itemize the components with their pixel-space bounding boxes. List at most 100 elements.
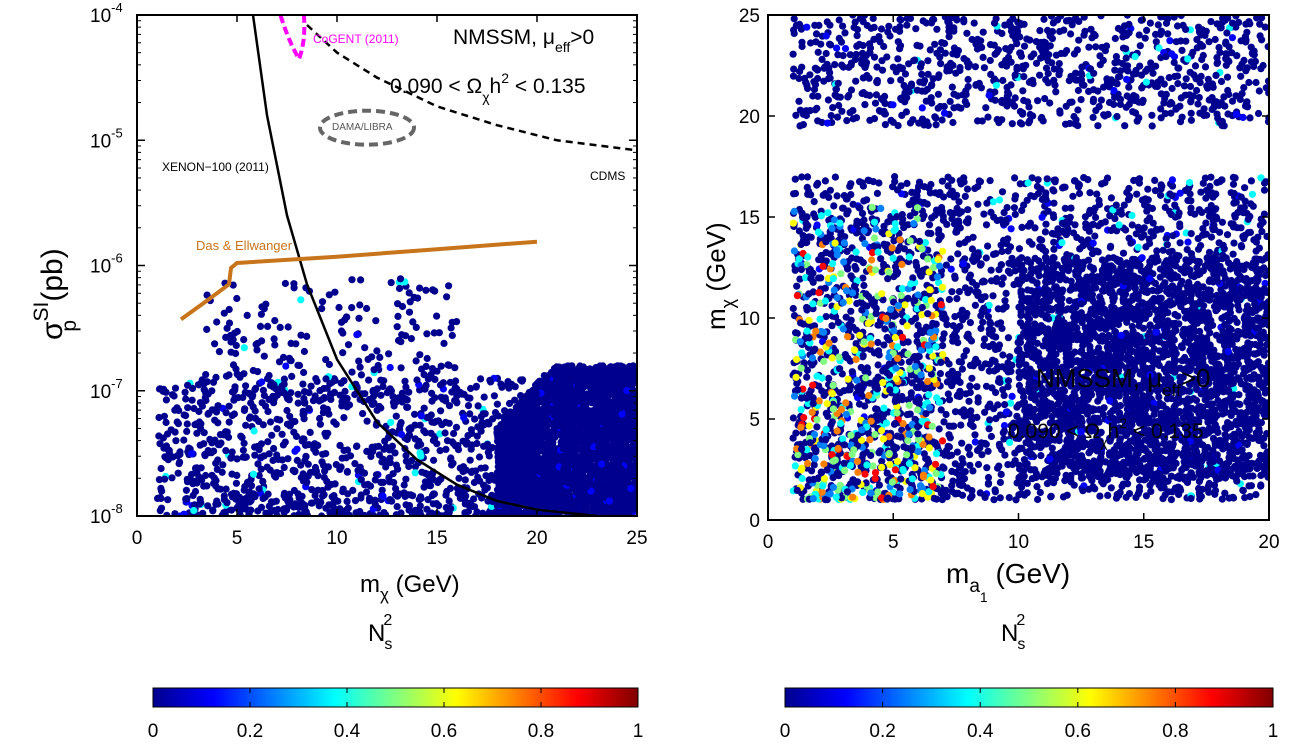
scatter-point (320, 394, 328, 402)
scatter-point (228, 388, 237, 396)
scatter-point (397, 430, 406, 438)
scatter-point (545, 453, 553, 461)
scatter-point (870, 23, 878, 31)
scatter-point (405, 506, 413, 514)
scatter-point (436, 381, 445, 389)
scatter-point (295, 361, 304, 370)
scatter-point (407, 335, 415, 343)
scatter-point (225, 418, 233, 426)
scatter-point (170, 392, 178, 400)
scatter-point (1111, 59, 1119, 67)
scatter-point (582, 483, 590, 491)
scatter-point (522, 441, 530, 449)
scatter-point (629, 440, 637, 448)
scatter-point (373, 385, 381, 393)
scatter-point (283, 420, 292, 428)
scatter-point (377, 478, 385, 486)
scatter-point (247, 482, 256, 490)
scatter-point (437, 362, 445, 370)
scatter-point (388, 497, 396, 505)
scatter-point (363, 447, 371, 455)
scatter-point (799, 110, 808, 118)
scatter-point (398, 389, 406, 397)
scatter-point (536, 412, 544, 420)
scatter-point (360, 469, 369, 477)
scatter-point (330, 388, 339, 396)
scatter-point (227, 454, 235, 462)
scatter-point (607, 435, 615, 444)
scatter-point (954, 47, 963, 55)
scatter-point (835, 101, 843, 110)
left-y-axis-label: σSIp (pb) (30, 248, 81, 340)
scatter-point (522, 393, 531, 401)
scatter-point (1187, 109, 1195, 117)
scatter-point (1193, 86, 1201, 95)
scatter-point (273, 425, 281, 433)
scatter-point (493, 400, 501, 408)
scatter-point (467, 445, 475, 453)
scatter-point (560, 464, 568, 472)
scatter-point (269, 498, 277, 506)
scatter-point (631, 469, 637, 477)
scatter-point (417, 493, 425, 501)
scatter-point (195, 473, 203, 481)
scatter-point (471, 415, 479, 423)
scatter-point (897, 76, 905, 84)
scatter-point (531, 430, 539, 438)
scatter-point (428, 389, 436, 397)
scatter-point (417, 412, 425, 420)
scatter-point (214, 419, 222, 427)
scatter-point (897, 16, 905, 24)
scatter-point (365, 497, 374, 505)
scatter-point (1048, 35, 1056, 43)
x-tick-label: 10 (326, 528, 347, 549)
scatter-point (617, 419, 625, 427)
scatter-point (462, 440, 470, 448)
scatter-point (257, 503, 266, 511)
scatter-point (578, 419, 587, 427)
x-tick-label: 20 (526, 528, 547, 549)
scatter-point (452, 423, 461, 431)
scatter-point (595, 443, 603, 451)
scatter-point (156, 385, 165, 393)
scatter-point (618, 472, 626, 480)
scatter-point (305, 405, 313, 413)
scatter-point (497, 443, 505, 451)
scatter-point (540, 447, 548, 455)
scatter-point (294, 399, 302, 407)
scatter-point (474, 423, 482, 431)
scatter-point (573, 433, 581, 441)
scatter-point (480, 442, 488, 450)
scatter-point (359, 410, 367, 418)
scatter-point (595, 391, 603, 399)
scatter-point (579, 470, 587, 478)
scatter-point (249, 470, 258, 478)
scatter-point (564, 445, 572, 454)
scatter-point (223, 499, 231, 507)
scatter-point (294, 390, 302, 398)
scatter-point (576, 476, 584, 485)
scatter-point (246, 498, 254, 506)
scatter-point (1168, 84, 1176, 93)
scatter-point (400, 481, 408, 489)
scatter-point (175, 406, 183, 415)
scatter-point (416, 421, 424, 429)
das-ellwanger-label: Das & Ellwanger (196, 238, 293, 253)
scatter-point (304, 472, 312, 480)
scatter-point (570, 391, 578, 400)
scatter-point (320, 473, 328, 481)
scatter-point (593, 419, 601, 428)
scatter-point (522, 478, 531, 486)
scatter-point (474, 402, 482, 410)
scatter-point (1249, 50, 1257, 58)
scatter-point (284, 395, 292, 403)
scatter-point (1072, 69, 1080, 77)
scatter-point (511, 430, 519, 439)
scatter-point (467, 468, 476, 476)
scatter-point (171, 510, 179, 516)
scatter-point (428, 365, 437, 373)
scatter-point (325, 501, 333, 509)
scatter-point (789, 72, 798, 80)
scatter-point (572, 468, 581, 476)
scatter-point (992, 81, 1001, 89)
